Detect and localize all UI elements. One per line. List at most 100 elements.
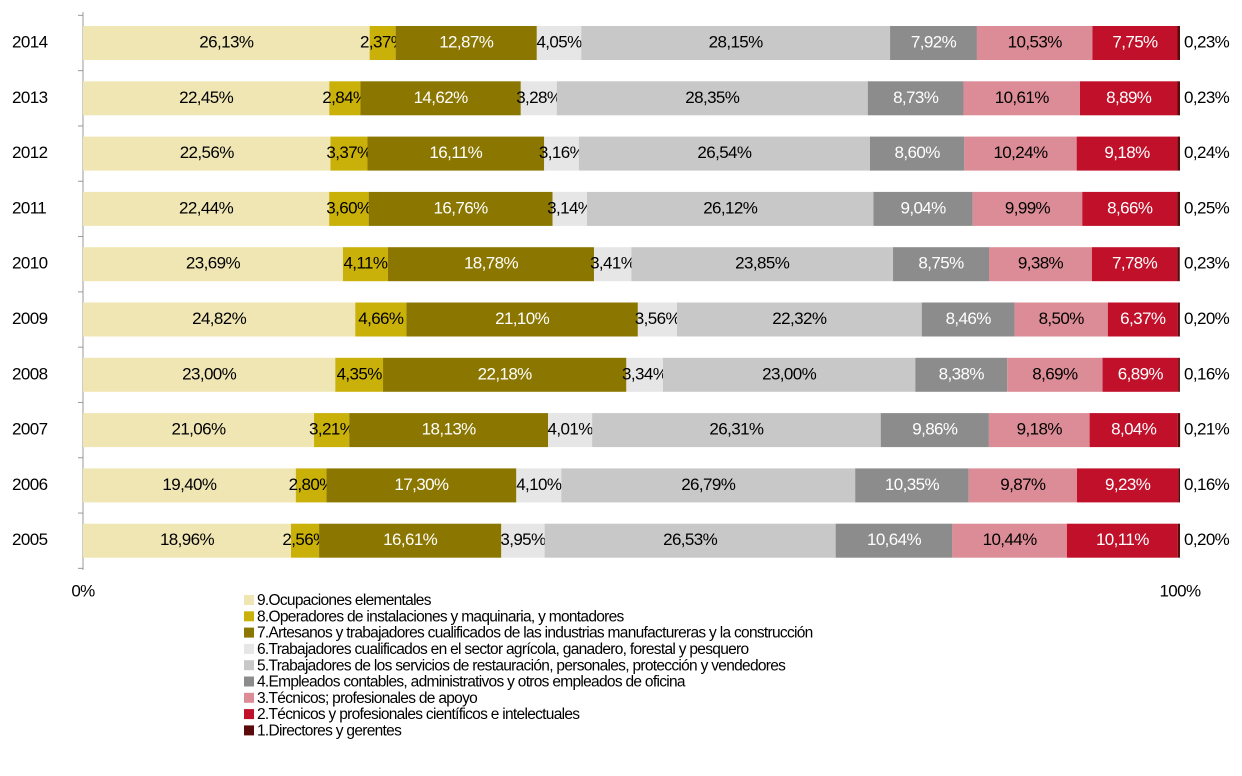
data-label: 18,78% xyxy=(464,254,519,273)
bar-segment xyxy=(83,136,331,171)
data-label: 10,64% xyxy=(867,530,922,549)
data-label: 16,61% xyxy=(383,530,438,549)
legend-swatch xyxy=(244,660,254,671)
bar-segment xyxy=(676,302,922,337)
bar-segment xyxy=(329,191,369,226)
y-tick-label: 2010 xyxy=(12,254,48,273)
data-label: 10,11% xyxy=(1096,530,1149,549)
data-label: 22,45% xyxy=(179,88,234,107)
y-tick-label: 2008 xyxy=(12,364,48,383)
bar-segment xyxy=(1177,136,1180,171)
data-label: 19,40% xyxy=(162,475,217,494)
data-label: 3,16% xyxy=(539,143,585,162)
data-label: 22,18% xyxy=(478,364,533,383)
bar-segment xyxy=(1089,413,1178,448)
bar-segment xyxy=(963,81,1080,116)
bar-segment xyxy=(915,357,1008,392)
legend-swatch xyxy=(244,676,254,687)
data-label: 23,69% xyxy=(186,254,241,273)
data-label: 3,95% xyxy=(500,530,546,549)
data-label: 23,85% xyxy=(735,254,790,273)
bar-segment xyxy=(536,26,582,60)
data-label: 17,30% xyxy=(394,475,449,494)
legend-label: 8.Operadores de instalaciones y maquinar… xyxy=(257,608,625,625)
bar-segment xyxy=(1102,357,1179,392)
bar-segment xyxy=(1076,468,1179,503)
bar-segment xyxy=(83,413,315,448)
data-label: 12,87% xyxy=(439,32,494,51)
bar-segment xyxy=(83,191,330,226)
bar-segment xyxy=(516,468,562,503)
data-label: 0,23% xyxy=(1184,88,1230,107)
data-label: 8,04% xyxy=(1111,420,1157,439)
data-label: 10,24% xyxy=(993,143,1048,162)
bar-segment xyxy=(893,247,990,282)
bar-segment xyxy=(581,26,891,60)
bar-segment xyxy=(1177,523,1180,558)
legend-label: 7.Artesanos y trabajadores cualificados … xyxy=(257,625,813,642)
data-label: 24,82% xyxy=(192,309,247,328)
data-label: 0,23% xyxy=(1184,32,1230,51)
y-tick-label: 2014 xyxy=(12,32,48,51)
legend-label: 6.Trabajadores cualificados en el sector… xyxy=(257,641,748,658)
bar-segment xyxy=(1177,26,1180,60)
bar-segment xyxy=(395,26,537,60)
data-label: 2,84% xyxy=(322,88,368,107)
y-tick-label: 2005 xyxy=(12,530,48,549)
data-label: 28,15% xyxy=(709,32,764,51)
data-label: 18,13% xyxy=(422,420,477,439)
data-label: 0,24% xyxy=(1184,143,1230,162)
data-label: 4,66% xyxy=(358,309,404,328)
y-tick-label: 2009 xyxy=(12,309,48,328)
bar-segment xyxy=(406,302,638,337)
data-label: 3,37% xyxy=(326,143,372,162)
data-label: 26,79% xyxy=(681,475,736,494)
bar-segment xyxy=(1082,191,1178,226)
data-label: 10,61% xyxy=(995,88,1050,107)
legend-label: 5.Trabajadores de los servicios de resta… xyxy=(257,657,786,674)
bar-segment xyxy=(855,468,969,503)
bar-segment xyxy=(83,357,336,392)
data-label: 26,31% xyxy=(709,420,764,439)
bar-segment xyxy=(586,191,874,226)
bar-segment xyxy=(548,413,593,448)
bar-segment xyxy=(1178,468,1180,503)
bar-segment xyxy=(290,523,320,558)
bar-segment xyxy=(329,81,361,116)
data-label: 26,53% xyxy=(663,530,718,549)
bar-segment xyxy=(869,136,965,171)
bar-segment xyxy=(520,81,557,116)
data-label: 22,32% xyxy=(772,309,827,328)
y-tick-label: 2011 xyxy=(12,198,46,217)
data-label: 8,60% xyxy=(895,143,941,162)
data-label: 8,66% xyxy=(1107,198,1153,217)
data-label: 9,99% xyxy=(1005,198,1051,217)
data-label: 0,25% xyxy=(1184,198,1230,217)
bar-segment xyxy=(989,247,1092,282)
bar-segment xyxy=(319,523,502,558)
bar-segment xyxy=(890,26,977,60)
data-label: 3,41% xyxy=(590,254,636,273)
bar-segment xyxy=(556,81,868,116)
data-label: 28,35% xyxy=(685,88,740,107)
data-label: 8,73% xyxy=(893,88,939,107)
data-label: 18,96% xyxy=(160,530,215,549)
data-label: 3,21% xyxy=(309,420,355,439)
data-label: 3,28% xyxy=(516,88,562,107)
data-label: 9,38% xyxy=(1018,254,1064,273)
data-label: 3,56% xyxy=(635,309,681,328)
legend-swatch xyxy=(244,611,254,622)
bar-segment xyxy=(1092,26,1178,60)
bar-segment xyxy=(1177,247,1180,282)
bar-segment xyxy=(873,191,973,226)
bar-segment xyxy=(342,247,388,282)
data-label: 22,44% xyxy=(179,198,234,217)
y-tick-label: 2006 xyxy=(12,475,48,494)
data-label: 22,56% xyxy=(180,143,235,162)
legend-label: 1.Directores y gerentes xyxy=(257,722,402,739)
bar-segment xyxy=(369,26,396,60)
legend-label: 3.Técnicos; profesionales de apoyo xyxy=(257,690,477,707)
bar-segment xyxy=(561,468,856,503)
data-label: 26,12% xyxy=(703,198,758,217)
